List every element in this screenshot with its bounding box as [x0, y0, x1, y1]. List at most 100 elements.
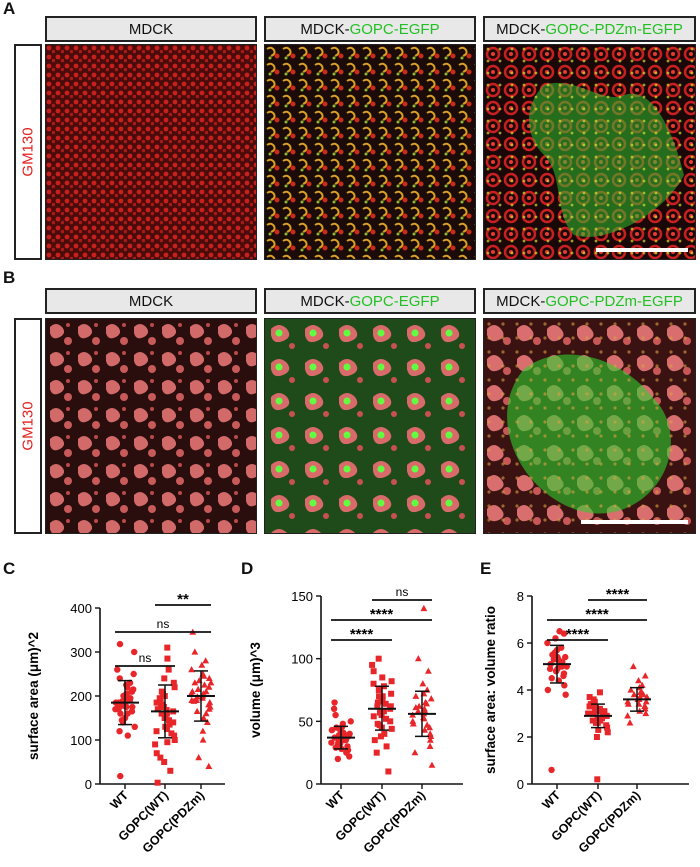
micrograph-b-mdck	[45, 318, 257, 534]
data-point	[171, 684, 178, 691]
y-axis-label: surface area: volume ratio	[483, 606, 498, 774]
data-point	[131, 648, 138, 656]
data-point	[370, 668, 377, 675]
data-point	[592, 719, 599, 726]
significance-label: ns	[396, 585, 409, 599]
data-point	[158, 710, 165, 717]
data-point	[387, 703, 394, 710]
header-gopc-label: GOPC-EGFP	[349, 20, 440, 38]
data-point	[198, 661, 206, 668]
x-tick-label: WT	[323, 788, 347, 812]
data-point	[152, 741, 159, 748]
data-point	[116, 640, 124, 648]
significance-label: **	[177, 591, 189, 608]
data-point	[334, 755, 342, 763]
panel-letter-d: D	[241, 559, 254, 578]
data-point	[387, 718, 394, 725]
row-label-box-b: GM130	[14, 318, 42, 534]
data-point	[168, 730, 175, 737]
data-point	[589, 717, 596, 724]
header-gopc-pdzm-a: MDCK- GOPC-PDZm-EGFP	[483, 16, 696, 42]
data-point	[379, 674, 386, 681]
data-point	[641, 702, 649, 710]
data-point	[604, 724, 611, 731]
data-point	[423, 700, 431, 707]
data-point	[131, 723, 138, 730]
y-tick-label: 8	[517, 589, 524, 604]
data-point	[205, 762, 213, 769]
data-point	[161, 759, 168, 765]
y-axis-label: volume (μm)^3	[248, 642, 263, 738]
header-mdck-label: MDCK	[128, 292, 174, 310]
data-point	[346, 753, 353, 760]
data-point	[585, 710, 592, 717]
data-point	[163, 726, 170, 732]
data-point	[328, 726, 336, 734]
data-point	[548, 675, 555, 682]
data-point	[546, 665, 554, 673]
data-point	[115, 706, 122, 713]
data-point	[624, 700, 632, 707]
data-point	[412, 703, 420, 711]
scale-bar-a	[596, 248, 688, 252]
y-tick-label: 0	[85, 777, 92, 792]
data-point	[382, 715, 389, 722]
data-point	[154, 779, 161, 786]
data-point	[159, 690, 166, 697]
data-point	[594, 776, 601, 783]
data-point	[123, 690, 130, 697]
data-point	[421, 726, 429, 733]
y-tick-label: 0	[517, 777, 524, 792]
data-point	[164, 739, 171, 746]
data-point	[596, 689, 603, 696]
data-point	[370, 680, 377, 687]
data-point	[371, 737, 378, 744]
data-point	[427, 732, 435, 739]
y-tick-label: 100	[70, 733, 92, 748]
data-point	[332, 711, 339, 719]
data-point	[414, 707, 422, 714]
header-mdck-label: MDCK	[128, 20, 174, 38]
data-point	[199, 736, 207, 743]
data-point	[127, 695, 134, 702]
y-tick-label: 4	[517, 683, 524, 698]
data-point	[187, 690, 195, 697]
header-prefix: MDCK-	[496, 20, 546, 38]
data-point	[374, 699, 381, 706]
row-label-gm130: GM130	[19, 401, 37, 451]
data-point	[205, 674, 213, 681]
data-point	[642, 709, 650, 717]
data-point	[161, 675, 168, 682]
header-gopc-a: MDCK- GOPC-EGFP	[264, 16, 476, 42]
data-point	[157, 754, 164, 761]
data-point	[346, 730, 353, 738]
data-point	[164, 644, 171, 651]
data-point	[411, 749, 419, 756]
data-point	[124, 732, 131, 739]
data-point	[550, 656, 558, 663]
data-point	[630, 691, 638, 698]
data-point	[154, 706, 161, 713]
data-point	[370, 713, 377, 720]
data-point	[118, 717, 126, 724]
data-point	[375, 655, 382, 662]
data-point	[328, 739, 335, 746]
data-point	[164, 655, 171, 662]
data-point	[380, 708, 387, 715]
data-point	[207, 679, 215, 686]
data-point	[376, 693, 383, 700]
data-point	[206, 703, 214, 710]
data-point	[409, 720, 417, 727]
data-point	[629, 662, 637, 670]
data-point	[159, 701, 166, 708]
header-gopc-pdzm-label: GOPC-PDZm-EGFP	[545, 292, 683, 310]
data-point	[590, 710, 597, 717]
data-point	[335, 739, 342, 746]
data-point	[203, 718, 211, 725]
data-point	[171, 737, 178, 743]
significance-label: ****	[585, 606, 609, 623]
data-point	[420, 604, 428, 612]
data-point	[586, 694, 593, 701]
data-point	[595, 726, 602, 733]
header-gopc-label: GOPC-EGFP	[349, 292, 440, 310]
